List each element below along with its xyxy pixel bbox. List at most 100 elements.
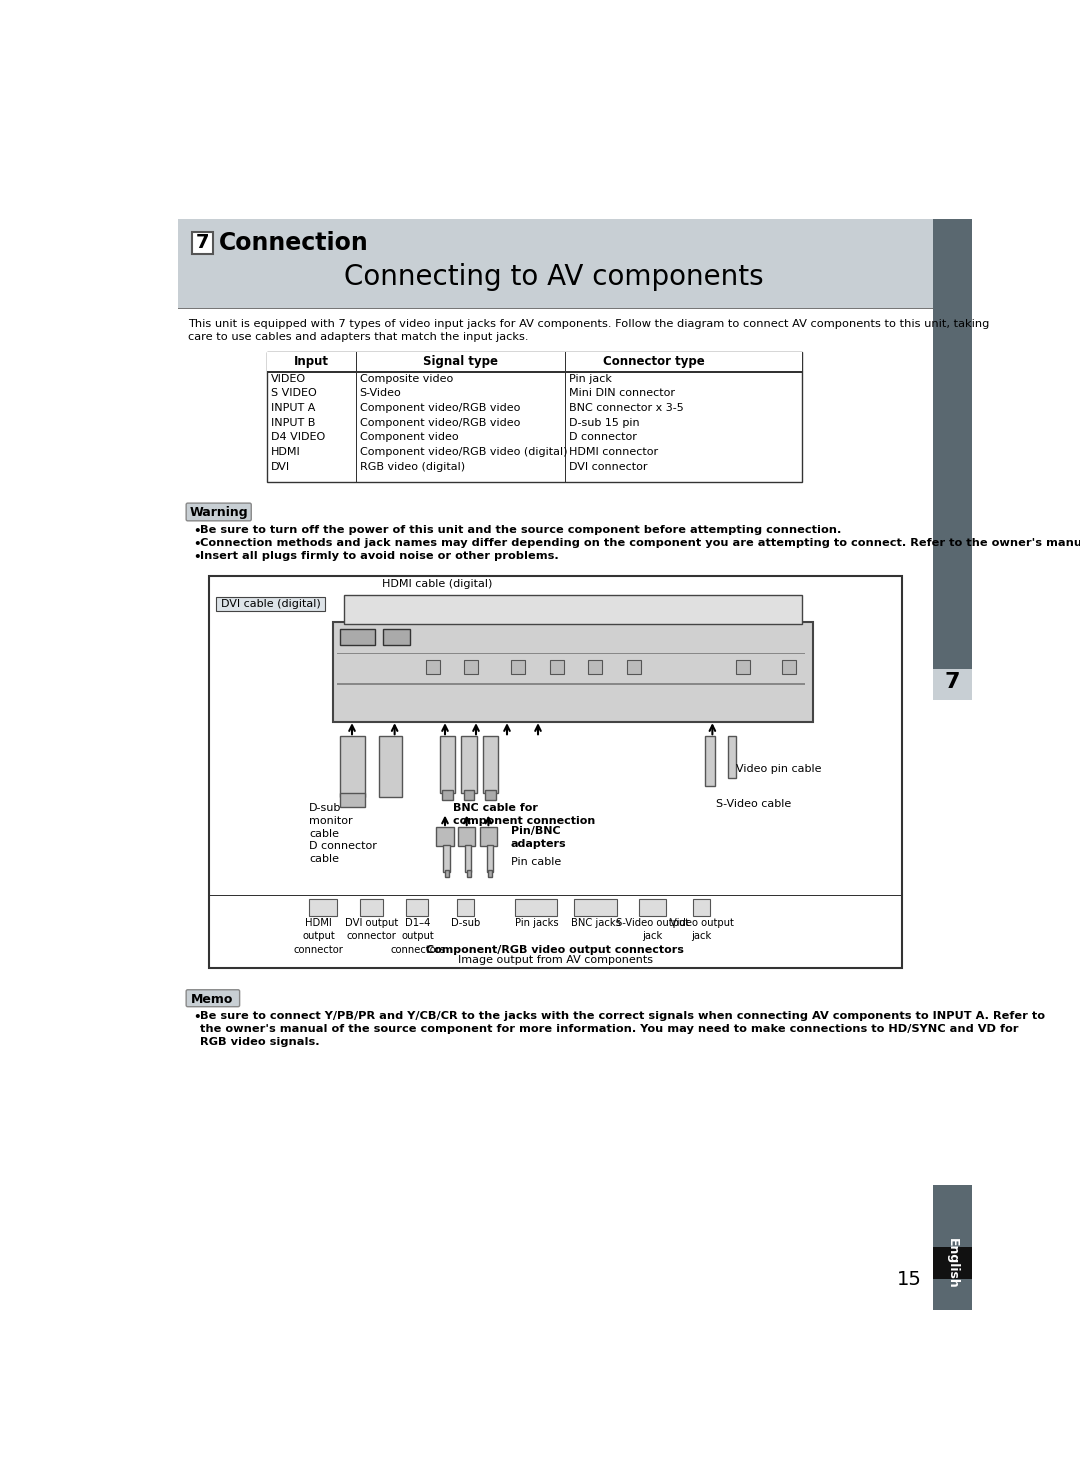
- Text: Pin/BNC
adapters: Pin/BNC adapters: [511, 826, 567, 849]
- Bar: [442, 789, 453, 801]
- Text: HDMI connector: HDMI connector: [569, 447, 658, 456]
- Bar: [383, 630, 410, 645]
- Text: This unit is equipped with 7 types of video input jacks for AV components. Follo: This unit is equipped with 7 types of vi…: [188, 319, 989, 343]
- Text: Connector type: Connector type: [604, 355, 705, 368]
- Text: DVI cable (digital): DVI cable (digital): [220, 599, 321, 608]
- Text: Pin jacks: Pin jacks: [515, 919, 558, 929]
- Bar: [360, 899, 383, 916]
- Bar: [480, 826, 497, 846]
- Text: BNC connector x 3-5: BNC connector x 3-5: [569, 403, 684, 414]
- Bar: [177, 219, 933, 308]
- Bar: [267, 352, 801, 481]
- Text: VIDEO: VIDEO: [271, 374, 306, 384]
- Text: English: English: [946, 1238, 959, 1288]
- Bar: [485, 789, 496, 801]
- Bar: [340, 736, 365, 798]
- Bar: [467, 870, 471, 876]
- Text: Composite video: Composite video: [360, 374, 453, 384]
- Text: S-Video: S-Video: [360, 389, 402, 399]
- Text: •: •: [193, 524, 201, 537]
- Bar: [515, 899, 557, 916]
- Bar: [191, 233, 213, 253]
- Text: Video output
jack: Video output jack: [670, 919, 733, 942]
- Text: Pin cable: Pin cable: [511, 857, 562, 867]
- Bar: [550, 661, 564, 674]
- Text: Video pin cable: Video pin cable: [735, 764, 821, 774]
- Text: S VIDEO: S VIDEO: [271, 389, 316, 399]
- Text: Signal type: Signal type: [423, 355, 498, 368]
- Bar: [436, 826, 454, 846]
- Bar: [216, 598, 325, 611]
- Bar: [444, 845, 449, 871]
- Text: HDMI
output
connector: HDMI output connector: [294, 919, 343, 954]
- Text: HDMI cable (digital): HDMI cable (digital): [382, 580, 492, 589]
- FancyBboxPatch shape: [186, 989, 240, 1007]
- Text: 7: 7: [945, 671, 960, 692]
- Text: Component/RGB video output connectors: Component/RGB video output connectors: [427, 945, 685, 955]
- Text: Mini DIN connector: Mini DIN connector: [569, 389, 675, 399]
- Bar: [440, 736, 455, 793]
- Text: Image output from AV components: Image output from AV components: [458, 955, 653, 966]
- Bar: [933, 670, 972, 701]
- Bar: [693, 899, 710, 916]
- Text: Connection methods and jack names may differ depending on the component you are : Connection methods and jack names may di…: [200, 537, 1080, 548]
- Text: Be sure to connect Y/PB/PR and Y/CB/CR to the jacks with the correct signals whe: Be sure to connect Y/PB/PR and Y/CB/CR t…: [200, 1011, 1045, 1047]
- Text: RGB video (digital): RGB video (digital): [360, 462, 464, 471]
- Text: Pin jack: Pin jack: [569, 374, 612, 384]
- Bar: [340, 630, 375, 645]
- Bar: [589, 661, 603, 674]
- Bar: [337, 652, 806, 654]
- Text: BNC jacks: BNC jacks: [571, 919, 621, 929]
- Bar: [406, 899, 428, 916]
- Bar: [461, 736, 476, 793]
- Text: Connection: Connection: [946, 737, 960, 817]
- Text: •: •: [193, 537, 201, 551]
- Text: S-Video output
jack: S-Video output jack: [616, 919, 689, 942]
- Bar: [933, 1185, 972, 1310]
- Text: DVI connector: DVI connector: [569, 462, 648, 471]
- Bar: [511, 661, 525, 674]
- Text: Be sure to turn off the power of this unit and the source component before attem: Be sure to turn off the power of this un…: [200, 524, 841, 534]
- Bar: [340, 793, 365, 807]
- Text: D-sub
monitor
cable: D-sub monitor cable: [309, 802, 353, 839]
- FancyBboxPatch shape: [186, 503, 252, 521]
- Text: Insert all plugs firmly to avoid noise or other problems.: Insert all plugs firmly to avoid noise o…: [200, 551, 558, 561]
- Bar: [208, 576, 902, 969]
- Bar: [933, 308, 972, 677]
- Text: 7: 7: [195, 233, 210, 252]
- Text: BNC cable for
component connection: BNC cable for component connection: [453, 802, 595, 826]
- Bar: [333, 621, 813, 721]
- Text: Component video/RGB video (digital): Component video/RGB video (digital): [360, 447, 567, 456]
- Bar: [488, 870, 492, 876]
- Text: D1–4
output
connectors: D1–4 output connectors: [390, 919, 445, 954]
- Bar: [345, 595, 801, 624]
- Text: Component video/RGB video: Component video/RGB video: [360, 403, 521, 414]
- Bar: [735, 661, 750, 674]
- Bar: [337, 683, 806, 684]
- Bar: [933, 1247, 972, 1279]
- Text: Connecting to AV components: Connecting to AV components: [343, 263, 764, 291]
- Bar: [309, 899, 337, 916]
- Bar: [575, 899, 617, 916]
- Text: S-Video cable: S-Video cable: [716, 799, 792, 808]
- Bar: [483, 736, 499, 793]
- Bar: [782, 661, 796, 674]
- Text: Memo: Memo: [191, 992, 233, 1005]
- Bar: [464, 661, 478, 674]
- Bar: [177, 308, 933, 309]
- Text: DVI output
connector: DVI output connector: [345, 919, 399, 942]
- Text: Warning: Warning: [189, 506, 248, 520]
- Bar: [487, 845, 494, 871]
- Text: •: •: [193, 1011, 201, 1023]
- Text: INPUT B: INPUT B: [271, 418, 315, 428]
- Text: D4 VIDEO: D4 VIDEO: [271, 433, 325, 442]
- Bar: [457, 899, 474, 916]
- Text: Connection: Connection: [218, 231, 368, 255]
- Bar: [458, 826, 475, 846]
- Text: Component video/RGB video: Component video/RGB video: [360, 418, 521, 428]
- Text: Component video: Component video: [360, 433, 458, 442]
- Bar: [627, 661, 642, 674]
- Bar: [445, 870, 449, 876]
- Bar: [933, 219, 972, 308]
- Text: INPUT A: INPUT A: [271, 403, 315, 414]
